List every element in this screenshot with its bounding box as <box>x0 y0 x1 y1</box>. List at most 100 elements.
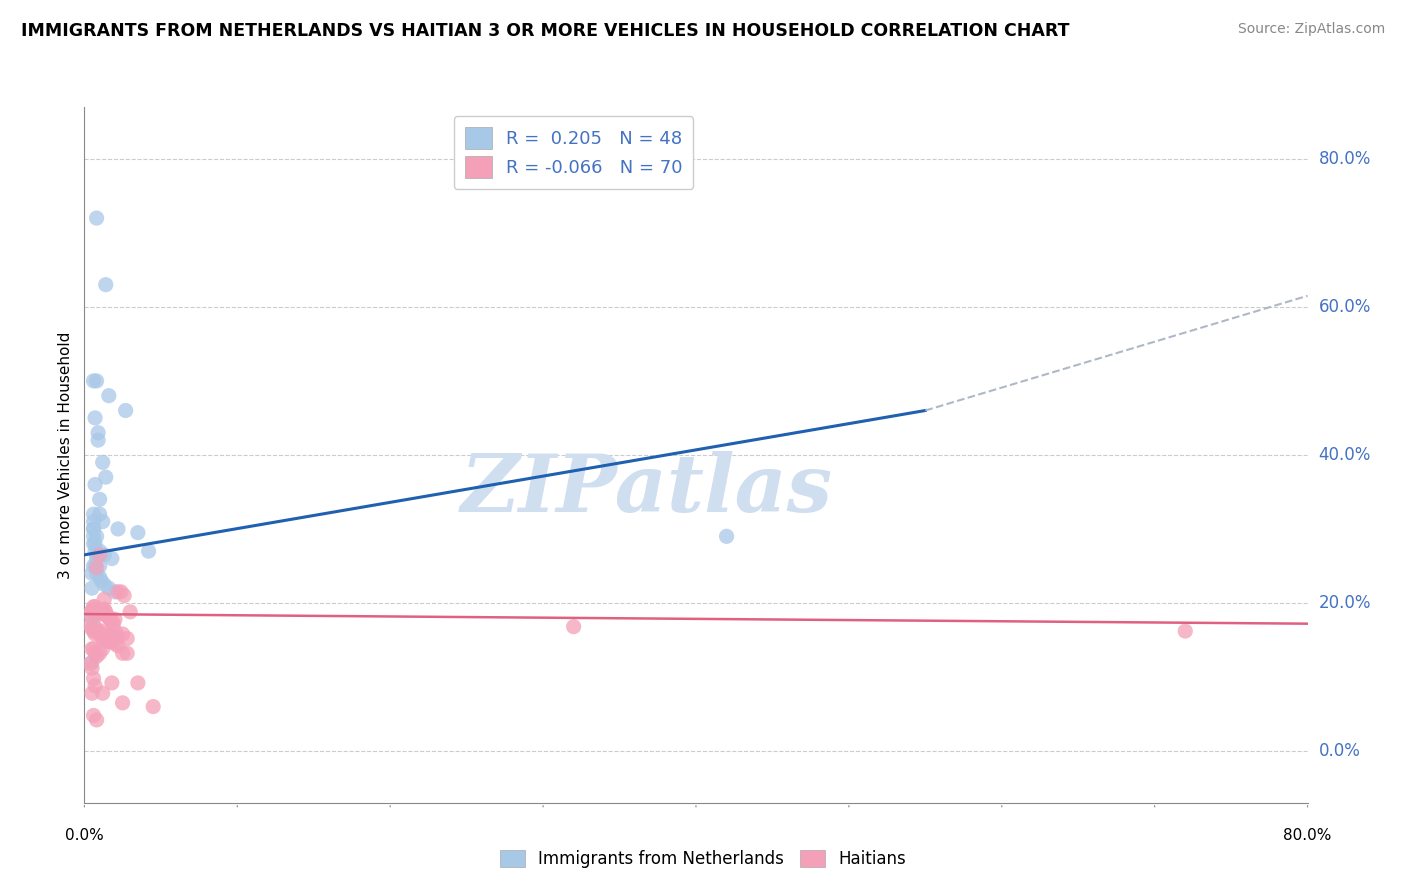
Point <box>84 646 107 660</box>
Point <box>94 605 117 619</box>
Point <box>80 661 103 675</box>
Point <box>97 581 120 595</box>
Point <box>90 574 112 588</box>
Point <box>83 603 105 617</box>
Point <box>89 492 111 507</box>
Point <box>93 577 115 591</box>
Point <box>89 646 111 660</box>
Point <box>104 612 127 626</box>
Point <box>86 529 108 543</box>
Point <box>79 618 101 632</box>
Point <box>86 566 108 581</box>
Point <box>84 599 107 614</box>
Point <box>127 525 149 540</box>
Point <box>79 657 101 671</box>
Text: 20.0%: 20.0% <box>1319 594 1371 612</box>
Point <box>97 389 120 403</box>
Point <box>107 522 129 536</box>
Point <box>89 507 111 521</box>
Point <box>101 551 124 566</box>
Y-axis label: 3 or more Vehicles in Household: 3 or more Vehicles in Household <box>58 331 73 579</box>
Point <box>86 560 108 574</box>
Point <box>91 686 114 700</box>
Point <box>83 672 105 686</box>
Point <box>86 211 108 225</box>
Point <box>107 629 129 643</box>
Legend: R =  0.205   N = 48, R = -0.066   N = 70: R = 0.205 N = 48, R = -0.066 N = 70 <box>454 116 693 189</box>
Point <box>84 544 107 558</box>
Text: 80.0%: 80.0% <box>1319 150 1371 168</box>
Point <box>104 637 127 651</box>
Point <box>142 699 165 714</box>
Point <box>91 624 114 638</box>
Point <box>83 599 105 614</box>
Point <box>80 566 103 581</box>
Point <box>111 696 134 710</box>
Point <box>86 649 108 664</box>
Point <box>86 603 108 617</box>
Point <box>91 455 114 469</box>
Point <box>90 629 112 643</box>
Text: 60.0%: 60.0% <box>1319 298 1371 316</box>
Point <box>111 627 134 641</box>
Point <box>96 632 118 646</box>
Point <box>86 551 108 566</box>
Point <box>127 676 149 690</box>
Point <box>83 537 105 551</box>
Point <box>101 615 124 629</box>
Point <box>89 544 111 558</box>
Point <box>101 676 124 690</box>
Point <box>89 548 111 562</box>
Point <box>107 585 129 599</box>
Point <box>93 592 115 607</box>
Point <box>83 558 105 573</box>
Point <box>98 612 121 626</box>
Point <box>93 602 115 616</box>
Text: 0.0%: 0.0% <box>65 828 104 843</box>
Point <box>91 632 114 646</box>
Text: 80.0%: 80.0% <box>1284 828 1331 843</box>
Text: IMMIGRANTS FROM NETHERLANDS VS HAITIAN 3 OR MORE VEHICLES IN HOUSEHOLD CORRELATI: IMMIGRANTS FROM NETHERLANDS VS HAITIAN 3… <box>21 22 1070 40</box>
Point <box>111 646 134 660</box>
Point <box>87 625 110 640</box>
Point <box>101 634 124 648</box>
Point <box>84 537 107 551</box>
Point <box>89 607 111 621</box>
Point <box>94 470 117 484</box>
Point <box>110 585 132 599</box>
Point <box>716 529 738 543</box>
Point <box>91 641 114 656</box>
Point <box>83 529 105 543</box>
Point <box>96 634 118 648</box>
Point <box>87 607 110 621</box>
Point <box>80 655 103 669</box>
Point <box>97 611 120 625</box>
Point <box>79 607 101 621</box>
Point <box>115 632 138 646</box>
Text: 40.0%: 40.0% <box>1319 446 1371 464</box>
Point <box>94 627 117 641</box>
Point <box>80 686 103 700</box>
Point <box>86 713 108 727</box>
Point <box>101 634 124 648</box>
Point <box>80 641 103 656</box>
Point <box>90 605 112 619</box>
Point <box>98 629 121 643</box>
Point <box>89 558 111 573</box>
Point <box>87 425 110 440</box>
Point <box>93 548 115 562</box>
Point <box>97 634 120 648</box>
Point <box>80 581 103 595</box>
Point <box>83 507 105 521</box>
Point <box>83 515 105 529</box>
Point <box>84 477 107 491</box>
Point <box>1174 624 1197 638</box>
Point <box>89 570 111 584</box>
Point <box>120 605 142 619</box>
Point <box>83 522 105 536</box>
Point <box>83 522 105 536</box>
Legend: Immigrants from Netherlands, Haitians: Immigrants from Netherlands, Haitians <box>494 843 912 875</box>
Point <box>91 603 114 617</box>
Point <box>115 646 138 660</box>
Text: ZIPatlas: ZIPatlas <box>461 451 834 528</box>
